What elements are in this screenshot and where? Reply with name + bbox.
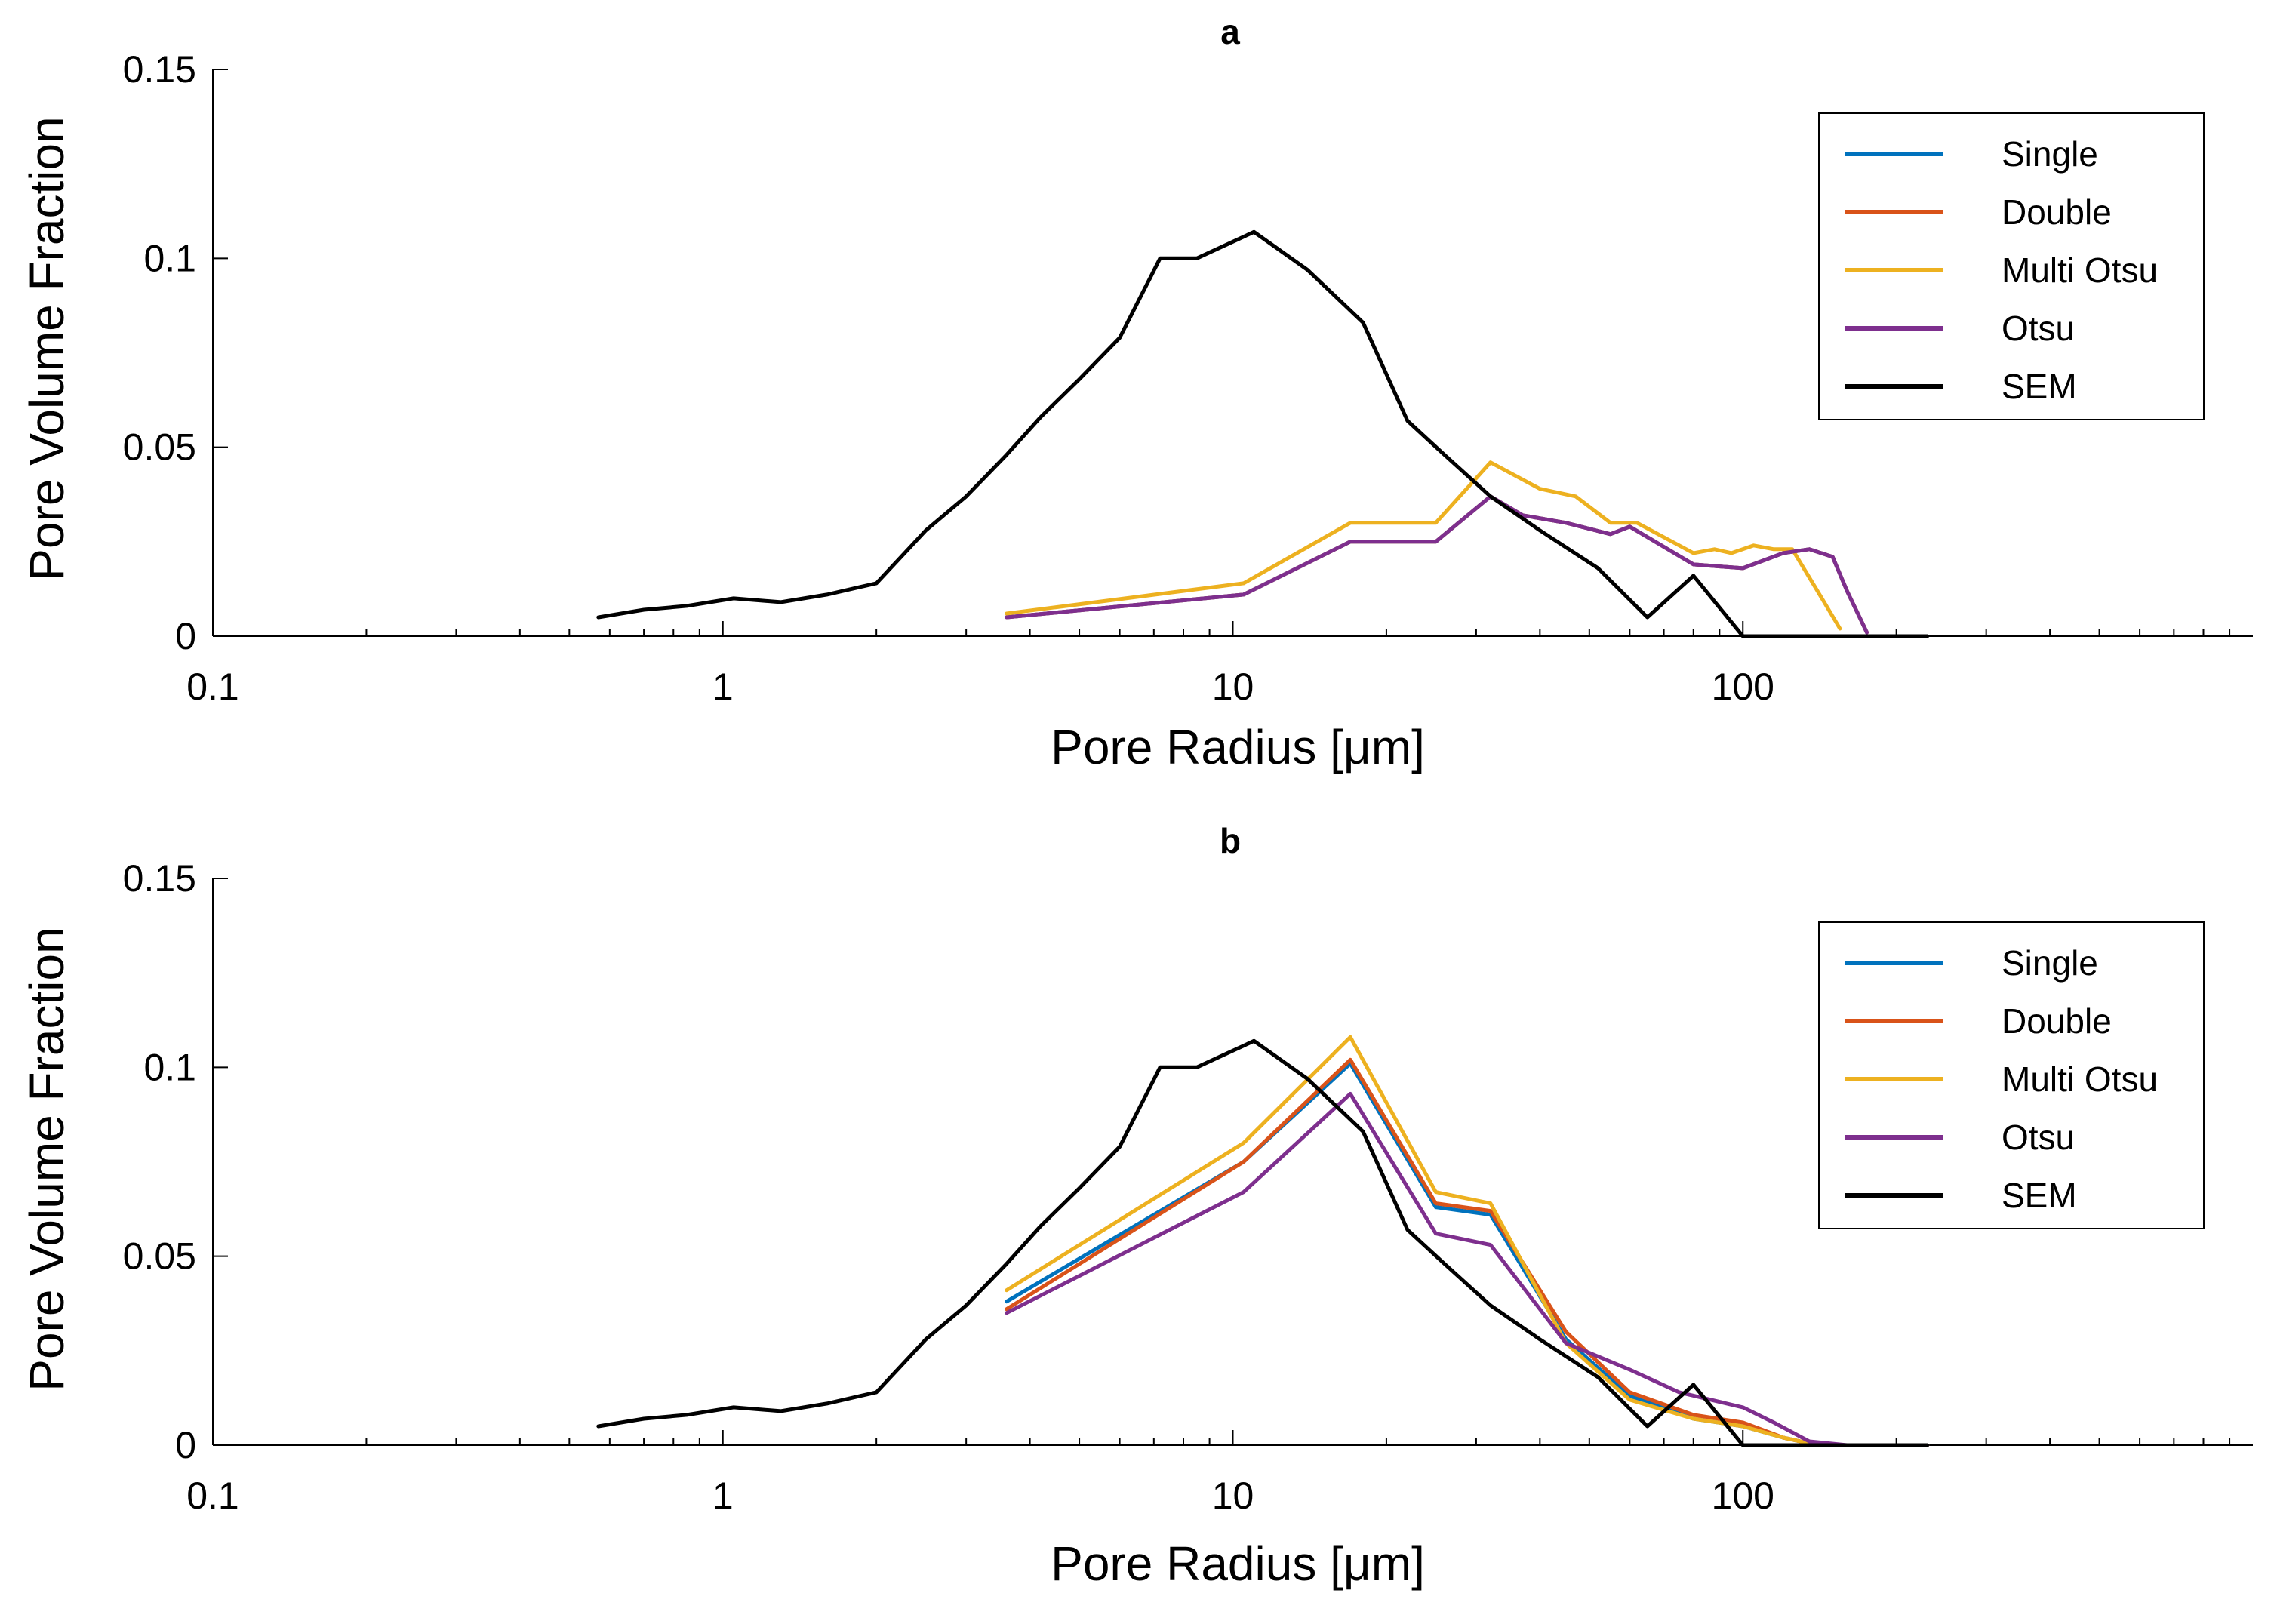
legend-label-single: Single (2002, 943, 2098, 983)
legend-box (1818, 112, 2205, 420)
y-tick-label: 0.1 (143, 237, 196, 279)
y-tick-label: 0.05 (123, 1235, 196, 1278)
series-line-single (1005, 494, 1869, 635)
panel-b-title: b (1220, 821, 1241, 860)
x-tick-label: 10 (1212, 666, 1254, 708)
legend-label-multi-otsu: Multi Otsu (2002, 251, 2158, 290)
series-line-sem (596, 229, 1930, 638)
x-tick-label: 100 (1712, 666, 1774, 708)
x-tick-label: 0.1 (186, 1475, 239, 1517)
panel-a-title: a (1220, 12, 1240, 51)
panel-a-axes: 0.1 1 10 100 0 0.05 0.1 0.15 (123, 48, 2253, 708)
y-tick-label: 0 (175, 615, 196, 657)
legend-label-sem: SEM (2002, 367, 2077, 406)
y-tick-label: 0.15 (123, 857, 196, 900)
series-line-double (1005, 494, 1869, 635)
legend-box (1818, 921, 2205, 1229)
y-tick-label: 0.05 (123, 426, 196, 469)
legend-label-otsu: Otsu (2002, 309, 2075, 348)
panel-a-ylabel: Pore Volume Fraction (20, 116, 74, 580)
panel-b-legend: Single Double Multi Otsu Otsu SEM (1818, 921, 2205, 1229)
panel-a: a Pore Volume Fraction Pore Radius [μm] … (20, 12, 2253, 774)
panel-b-axes: 0.1 1 10 100 0 0.05 0.1 0.15 (123, 857, 2253, 1517)
panel-b-ylabel: Pore Volume Fraction (20, 927, 74, 1391)
panel-a-xlabel: Pore Radius [μm] (1051, 720, 1425, 774)
series-line-single (1005, 1061, 1930, 1447)
panel-a-series (596, 229, 1930, 638)
x-tick-label: 1 (712, 666, 734, 708)
series-line-double (1005, 1057, 1930, 1447)
panel-b: b Pore Volume Fraction Pore Radius [μm] … (20, 821, 2253, 1591)
legend-label-sem: SEM (2002, 1176, 2077, 1215)
panel-b-xlabel: Pore Radius [μm] (1051, 1536, 1425, 1591)
panel-a-legend: Single Double Multi Otsu Otsu SEM (1818, 112, 2205, 420)
legend-label-single: Single (2002, 134, 2098, 174)
x-tick-label: 100 (1712, 1475, 1774, 1517)
legend-label-otsu: Otsu (2002, 1118, 2075, 1157)
panel-b-series (596, 1035, 1930, 1447)
y-tick-label: 0 (175, 1424, 196, 1466)
y-tick-label: 0.15 (123, 48, 196, 91)
x-tick-label: 0.1 (186, 666, 239, 708)
y-tick-label: 0.1 (143, 1046, 196, 1088)
x-tick-label: 1 (712, 1475, 734, 1517)
legend-label-double: Double (2002, 192, 2112, 232)
series-line-otsu (1005, 1091, 1930, 1447)
series-line-multi-otsu (1005, 460, 1842, 631)
x-tick-label: 10 (1212, 1475, 1254, 1517)
series-line-sem (596, 1038, 1930, 1447)
legend-label-multi-otsu: Multi Otsu (2002, 1060, 2158, 1099)
series-line-otsu (1005, 494, 1869, 635)
legend-label-double: Double (2002, 1001, 2112, 1041)
